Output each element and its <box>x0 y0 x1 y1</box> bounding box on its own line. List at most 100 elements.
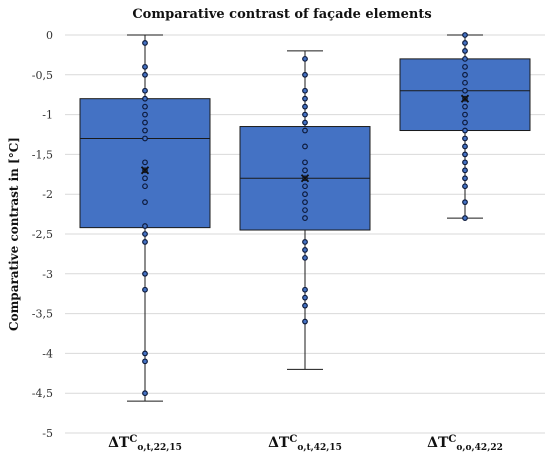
category-sub: o,t,42,15 <box>297 443 342 453</box>
data-point <box>142 175 148 182</box>
data-point <box>142 239 148 245</box>
data-point <box>142 119 148 126</box>
data-point <box>142 135 148 142</box>
data-point <box>142 223 148 229</box>
data-point <box>302 119 308 126</box>
category-main: ΔT <box>108 435 130 451</box>
category-sup: C <box>129 434 137 445</box>
data-point <box>302 103 308 110</box>
data-point <box>462 159 468 166</box>
data-point <box>462 183 468 190</box>
x-axis-categories: ΔTCo,t,22,15 ΔTCo,t,42,15 ΔTCo,o,42,22 <box>108 434 503 453</box>
data-point <box>462 127 468 134</box>
box-group <box>399 32 531 221</box>
x-category-label: ΔTCo,o,42,22 <box>427 434 503 453</box>
data-point <box>142 71 148 78</box>
y-tick-label: -1 <box>42 109 53 122</box>
mean-marker <box>460 94 470 103</box>
data-point <box>142 63 148 70</box>
data-point <box>302 71 308 78</box>
y-tick-label: -2 <box>42 188 53 201</box>
data-point <box>462 175 468 182</box>
y-tick-label: -2,5 <box>32 228 53 241</box>
data-point <box>142 199 148 206</box>
mean-marker <box>300 174 310 183</box>
data-point <box>462 55 468 62</box>
chart-title: Comparative contrast of façade elements <box>132 7 431 22</box>
y-axis-label: Comparative contrast in [°C] <box>7 137 21 331</box>
data-point <box>302 191 308 198</box>
iqr-box <box>399 58 531 132</box>
data-point <box>462 143 468 150</box>
data-point <box>142 358 148 365</box>
data-point <box>462 40 468 46</box>
category-sub: o,t,22,15 <box>137 443 182 453</box>
data-point <box>302 95 308 102</box>
data-point <box>142 87 148 94</box>
data-point <box>302 199 308 206</box>
data-point <box>462 111 468 118</box>
data-point <box>302 207 308 214</box>
y-tick-label: -5 <box>42 427 53 440</box>
data-point <box>302 127 308 134</box>
data-point <box>302 318 308 325</box>
category-sup: C <box>289 434 297 445</box>
data-point <box>142 103 148 110</box>
y-axis-ticks: 0 -0,5 -1 -1,5 -2 -2,5 -3 -3,5 -4 -4,5 -5 <box>32 29 53 440</box>
y-tick-label: -0,5 <box>32 69 53 82</box>
data-point <box>142 390 148 397</box>
box-group <box>239 50 371 370</box>
y-tick-label: 0 <box>46 29 53 42</box>
data-point <box>142 159 148 166</box>
data-point <box>462 87 468 94</box>
data-point <box>142 95 148 102</box>
data-point <box>142 111 148 118</box>
data-point <box>302 111 308 118</box>
x-category-label: ΔTCo,t,22,15 <box>108 434 182 453</box>
y-tick-label: -1,5 <box>32 148 53 161</box>
data-point <box>462 71 468 78</box>
data-point <box>302 167 308 174</box>
boxes <box>79 32 531 402</box>
data-point <box>302 215 308 221</box>
data-point <box>462 79 468 86</box>
data-point <box>302 247 308 253</box>
data-point <box>302 87 308 94</box>
data-point <box>302 55 308 62</box>
data-point <box>302 183 308 190</box>
box-group <box>79 34 211 402</box>
data-point <box>462 32 468 38</box>
data-point <box>302 294 308 301</box>
category-sup: C <box>448 434 456 445</box>
data-point <box>142 40 148 46</box>
y-tick-label: -4,5 <box>32 387 53 400</box>
x-category-label: ΔTCo,t,42,15 <box>268 434 342 453</box>
data-point <box>302 159 308 166</box>
category-sub: o,o,42,22 <box>456 443 502 453</box>
data-point <box>462 135 468 142</box>
data-point <box>462 151 468 158</box>
data-point <box>142 350 148 357</box>
data-point <box>142 270 148 277</box>
y-tick-label: -3 <box>42 268 53 281</box>
data-point <box>302 254 308 261</box>
data-point <box>462 199 468 206</box>
data-point <box>302 302 308 309</box>
data-point <box>462 215 468 221</box>
data-point <box>462 48 468 54</box>
data-point <box>462 119 468 126</box>
y-tick-label: -4 <box>42 347 53 360</box>
category-main: ΔT <box>427 435 449 451</box>
data-point <box>462 103 468 110</box>
data-point <box>462 167 468 174</box>
data-point <box>142 127 148 134</box>
category-main: ΔT <box>268 435 290 451</box>
data-point <box>142 183 148 190</box>
data-point <box>142 231 148 237</box>
data-point <box>302 286 308 293</box>
data-point <box>302 239 308 245</box>
mean-marker <box>140 166 150 175</box>
data-point <box>142 286 148 293</box>
